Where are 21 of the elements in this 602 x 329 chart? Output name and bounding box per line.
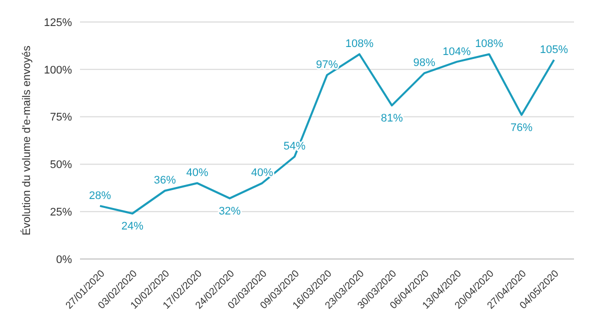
- data-label: 36%: [154, 174, 176, 187]
- data-label: 32%: [218, 205, 241, 218]
- y-tick-label: 0%: [56, 254, 72, 266]
- data-label: 104%: [442, 46, 471, 58]
- data-label: 108%: [345, 38, 374, 50]
- data-label: 40%: [186, 167, 209, 180]
- data-label: 105%: [540, 44, 568, 56]
- data-label: 76%: [510, 122, 533, 134]
- data-label: 40%: [251, 167, 274, 180]
- y-tick-label: 25%: [50, 206, 72, 219]
- y-tick-label: 125%: [44, 16, 72, 29]
- y-axis-title: Évolution du volume d'e-mails envoyés: [20, 45, 33, 236]
- data-label: 108%: [475, 38, 504, 50]
- data-label: 81%: [380, 112, 404, 124]
- y-tick-label: 50%: [50, 159, 72, 172]
- data-label: 28%: [88, 190, 112, 202]
- data-label: 97%: [316, 59, 338, 72]
- y-tick-label: 100%: [44, 64, 72, 76]
- data-label: 98%: [413, 57, 436, 70]
- y-tick-label: 75%: [50, 112, 72, 124]
- data-label: 24%: [121, 220, 144, 232]
